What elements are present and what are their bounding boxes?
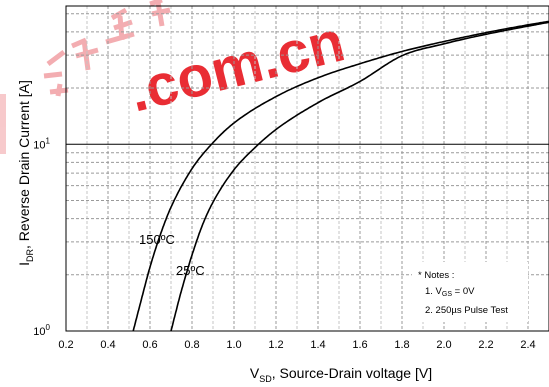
watermark: .com.cn: [0, 0, 351, 154]
curve-150c: [132, 20, 549, 332]
plot-frame: [65, 5, 549, 332]
x-tick-labels: 0.2 0.4 0.6 0.8 1.0 1.2 1.4 1.6 1.8 2.0 2.2 2.4: [58, 339, 535, 351]
notes-title: * Notes :: [418, 270, 454, 281]
x-tick-label: 2.4: [520, 339, 535, 351]
notes-line-2: 2. 250µs Pulse Test: [425, 305, 508, 316]
y-axis-label: IDR, Reverse Drain Current [A]: [16, 80, 35, 266]
x-tick-label: 1.0: [226, 339, 241, 351]
x-tick-label: 0.4: [100, 339, 115, 351]
notes: * Notes : 1. VGS = 0V 2. 250µs Pulse Tes…: [412, 262, 528, 322]
x-tick-label: 0.8: [184, 339, 199, 351]
x-tick-label: 0.6: [142, 339, 157, 351]
x-tick-label: 1.8: [394, 339, 409, 351]
x-tick-label: 1.6: [352, 339, 367, 351]
x-tick-label: 1.2: [268, 339, 283, 351]
curves: [132, 20, 549, 332]
x-axis-label: VSD, Source-Drain voltage [V]: [250, 365, 432, 384]
y-tick-label: 101: [33, 136, 50, 151]
x-tick-label: 2.0: [436, 339, 451, 351]
label-25c: 25ºC: [176, 263, 205, 278]
y-tick-label: 100: [33, 323, 50, 338]
y-tick-labels: 100 101: [33, 136, 50, 338]
label-150c: 150ºC: [139, 232, 175, 247]
curve-25c: [170, 21, 549, 332]
x-tick-label: 2.2: [478, 339, 493, 351]
watermark-text: .com.cn: [122, 9, 350, 125]
notes-line-1: 1. VGS = 0V: [425, 286, 475, 298]
x-tick-label: 0.2: [58, 339, 73, 351]
x-tick-label: 1.4: [310, 339, 325, 351]
